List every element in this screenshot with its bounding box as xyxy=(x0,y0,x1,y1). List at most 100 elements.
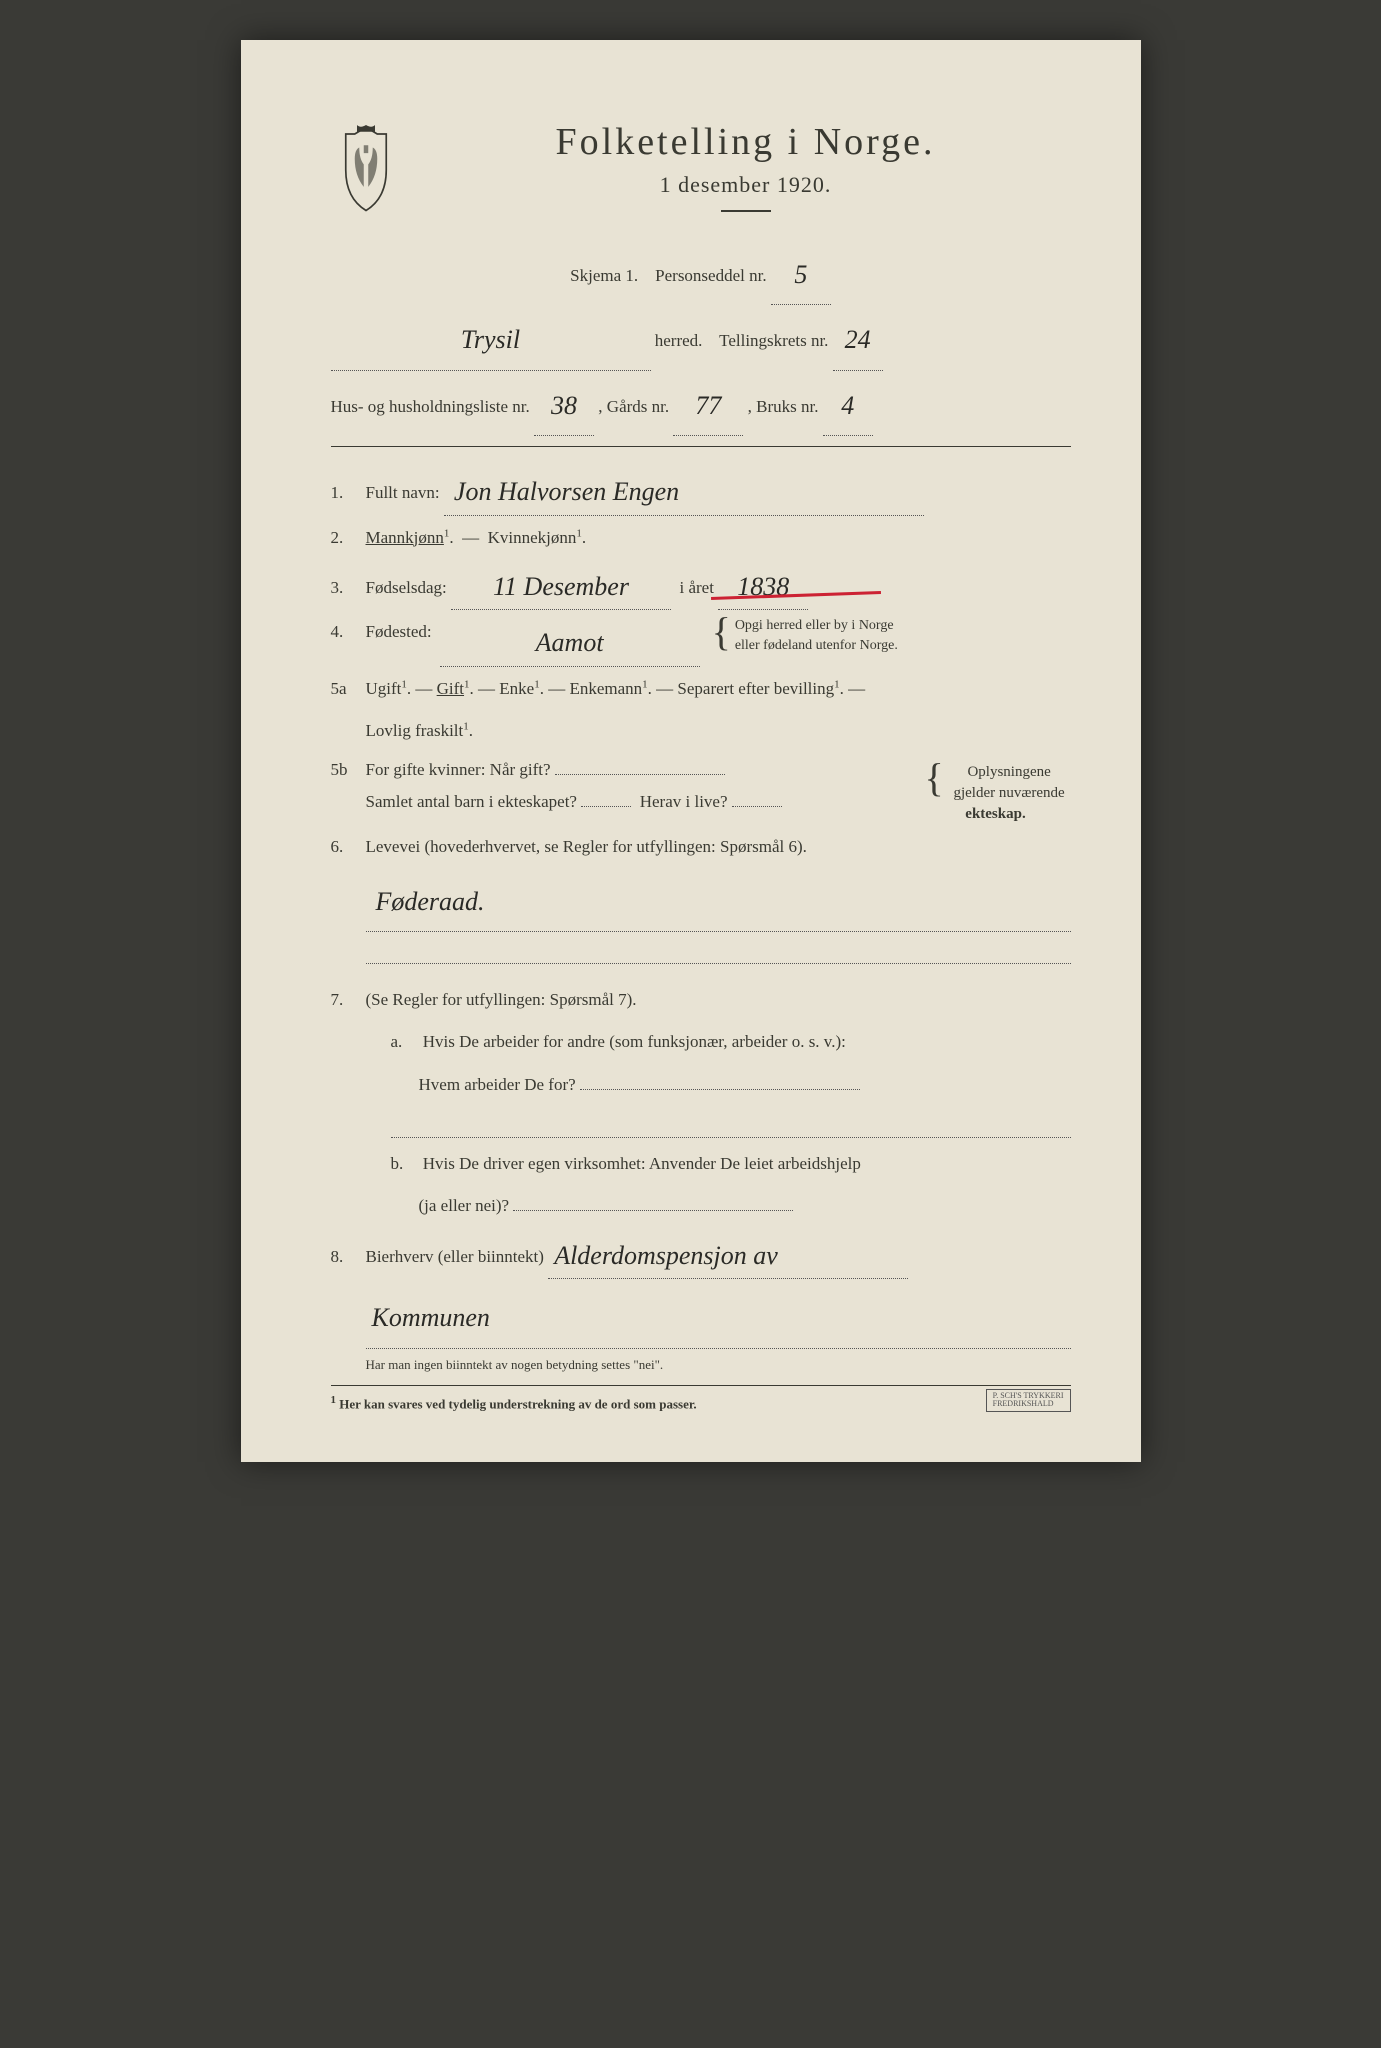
q5b-l2b: Herav i live? xyxy=(640,792,728,811)
personseddel-label: Personseddel nr. xyxy=(655,266,766,285)
q5a-enkemann: Enkemann xyxy=(569,679,642,698)
tellingskrets-label: Tellingskrets nr. xyxy=(719,331,828,350)
sup: 1 xyxy=(464,678,470,690)
footnote-text: Her kan svares ved tydelig understreknin… xyxy=(339,1396,696,1411)
q2-kvinne: Kvinnekjønn xyxy=(488,528,577,547)
footnote: 1 Her kan svares ved tydelig understrekn… xyxy=(331,1394,1071,1412)
q8-value2: Kommunen xyxy=(372,1287,490,1349)
coat-of-arms-icon xyxy=(331,125,401,215)
title-block: Folketelling i Norge. 1 desember 1920. xyxy=(421,120,1071,232)
q6-value: Føderaad. xyxy=(376,871,485,933)
q4: 4. Fødested: Aamot { Opgi herred eller b… xyxy=(331,616,1071,666)
q5b-note: { Oplysningene gjelder nuværende ekteska… xyxy=(921,762,1071,825)
q4-label: Fødested: xyxy=(366,622,432,641)
q6-num: 6. xyxy=(331,831,366,863)
q4-num: 4. xyxy=(331,616,366,648)
q4-note2: eller fødeland utenfor Norge. xyxy=(735,638,898,653)
footer-divider xyxy=(331,1385,1071,1386)
section-divider xyxy=(331,446,1071,447)
gards-nr: 77 xyxy=(695,375,721,437)
blank-line xyxy=(366,938,1071,964)
q5b-num: 5b xyxy=(331,754,366,786)
q2-mann: Mannkjønn xyxy=(366,528,444,547)
census-form-page: Folketelling i Norge. 1 desember 1920. S… xyxy=(241,40,1141,1462)
q8-line2: Kommunen xyxy=(366,1285,1071,1348)
title-divider xyxy=(721,210,771,212)
q1-num: 1. xyxy=(331,477,366,509)
q5b: 5b { Oplysningene gjelder nuværende ekte… xyxy=(331,754,1071,825)
q7a-l2: Hvem arbeider De for? xyxy=(391,1065,1071,1106)
q7a-l1: Hvis De arbeider for andre (som funksjon… xyxy=(423,1032,846,1051)
bruks-label: , Bruks nr. xyxy=(748,397,819,416)
q7-num: 7. xyxy=(331,984,366,1016)
q7b-l1: Hvis De driver egen virksomhet: Anvender… xyxy=(423,1154,861,1173)
printer-mark: P. SCH'S TRYKKERI FREDRIKSHALD xyxy=(986,1389,1071,1413)
q5b-note1: Oplysningene xyxy=(967,764,1050,780)
brace-icon: { xyxy=(925,762,944,794)
q5a-fraskilt: Lovlig fraskilt xyxy=(366,721,464,740)
footnote-marker: 1 xyxy=(331,1394,337,1406)
herred-label: herred. xyxy=(655,331,703,350)
q5a-gift: Gift xyxy=(437,679,464,698)
q8-value1: Alderdomspensjon av xyxy=(554,1231,778,1280)
q6: 6. Levevei (hovederhvervet, se Regler fo… xyxy=(331,831,1071,863)
q5b-l2a: Samlet antal barn i ekteskapet? xyxy=(366,792,577,811)
q3-day: 11 Desember xyxy=(493,562,629,611)
q5a-separert: Separert efter bevilling xyxy=(677,679,834,698)
bruks-nr: 4 xyxy=(841,375,854,437)
q6-value-line: Føderaad. xyxy=(366,869,1071,932)
sup: 1 xyxy=(401,678,407,690)
q7b-l2-text: (ja eller nei)? xyxy=(419,1196,510,1215)
q3: 3. Fødselsdag: 11 Desember i året 1838 xyxy=(331,560,1071,610)
q3-aret-label: i året xyxy=(679,578,713,597)
sup: 1 xyxy=(534,678,540,690)
q3-year: 1838 xyxy=(737,562,789,611)
husliste-label: Hus- og husholdningsliste nr. xyxy=(331,397,530,416)
personseddel-nr: 5 xyxy=(794,244,807,306)
q3-num: 3. xyxy=(331,572,366,604)
q5b-l1: For gifte kvinner: Når gift? xyxy=(366,760,551,779)
q5a-enke: Enke xyxy=(499,679,534,698)
q5a: 5a Ugift1. — Gift1. — Enke1. — Enkemann1… xyxy=(331,673,1071,705)
q3-label: Fødselsdag: xyxy=(366,578,447,597)
q6-label: Levevei (hovederhvervet, se Regler for u… xyxy=(366,831,1071,863)
q8: 8. Bierhverv (eller biinntekt) Alderdoms… xyxy=(331,1229,1071,1279)
gards-label: , Gårds nr. xyxy=(598,397,669,416)
herred-line: Trysil herred. Tellingskrets nr. 24 xyxy=(331,307,1071,370)
q8-note: Har man ingen biinntekt av nogen betydni… xyxy=(366,1357,1071,1373)
q7b: b. Hvis De driver egen virksomhet: Anven… xyxy=(391,1144,1071,1185)
tellingskrets-nr: 24 xyxy=(845,309,871,371)
q2-num: 2. xyxy=(331,522,366,554)
q5a-ugift: Ugift xyxy=(366,679,402,698)
q5b-note3: ekteskap. xyxy=(965,806,1025,822)
sup: 1 xyxy=(834,678,840,690)
q8-num: 8. xyxy=(331,1241,366,1273)
q2: 2. Mannkjønn1. — Kvinnekjønn1. xyxy=(331,522,1071,554)
q4-note: Opgi herred eller by i Norge eller fødel… xyxy=(735,616,898,655)
herred-value: Trysil xyxy=(461,309,520,371)
sup: 1 xyxy=(463,720,469,732)
husliste-nr: 38 xyxy=(551,375,577,437)
q8-label: Bierhverv (eller biinntekt) xyxy=(366,1247,544,1266)
q1-label: Fullt navn: xyxy=(366,483,440,502)
skjema-line: Skjema 1. Personseddel nr. 5 xyxy=(331,242,1071,305)
husliste-line: Hus- og husholdningsliste nr. 38 , Gårds… xyxy=(331,373,1071,436)
q7b-l2: (ja eller nei)? xyxy=(391,1186,1071,1227)
sup: 1 xyxy=(642,678,648,690)
header: Folketelling i Norge. 1 desember 1920. xyxy=(331,120,1071,232)
q4-note1: Opgi herred eller by i Norge xyxy=(735,618,894,633)
q2-sup2: 1 xyxy=(576,527,582,539)
q1: 1. Fullt navn: Jon Halvorsen Engen xyxy=(331,465,1071,515)
page-subtitle: 1 desember 1920. xyxy=(421,172,1071,198)
q7-label: (Se Regler for utfyllingen: Spørsmål 7). xyxy=(366,984,1071,1016)
printer-l2: FREDRIKSHALD xyxy=(993,1399,1054,1408)
page-title: Folketelling i Norge. xyxy=(421,120,1071,164)
q5a-num: 5a xyxy=(331,673,366,705)
q5a-line2: Lovlig fraskilt1. xyxy=(366,711,1071,752)
q7: 7. (Se Regler for utfyllingen: Spørsmål … xyxy=(331,984,1071,1016)
printer-l1: P. SCH'S TRYKKERI xyxy=(993,1391,1064,1400)
q7a-l2-text: Hvem arbeider De for? xyxy=(419,1075,576,1094)
q7a-letter: a. xyxy=(391,1022,419,1063)
q2-sup1: 1 xyxy=(444,527,450,539)
skjema-label: Skjema 1. xyxy=(570,266,638,285)
